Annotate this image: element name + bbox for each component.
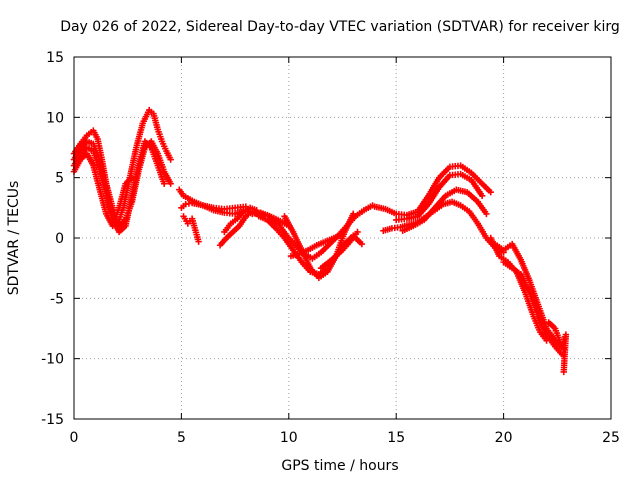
axis-ticks <box>73 56 612 420</box>
y-tick-label: 5 <box>55 171 64 187</box>
x-tick-label: 15 <box>387 430 405 446</box>
data-point <box>167 156 174 163</box>
series-track-r <box>380 198 507 256</box>
series-track-i <box>221 204 260 236</box>
data-point <box>195 238 202 245</box>
x-tick-label: 20 <box>495 430 513 446</box>
data-point <box>161 180 168 187</box>
data-point <box>354 228 361 236</box>
series-track-v <box>545 319 570 376</box>
data-point <box>128 174 136 181</box>
data-point <box>483 210 490 218</box>
x-tick-label: 25 <box>602 430 620 446</box>
chart-title: Day 026 of 2022, Sidereal Day-to-day VTE… <box>60 19 620 35</box>
data-point <box>560 368 567 376</box>
x-tick-label: 0 <box>70 430 79 446</box>
series-track-n <box>317 228 361 272</box>
y-tick-label: -5 <box>50 291 64 307</box>
data-point <box>167 180 174 187</box>
series-track-d <box>70 150 136 230</box>
x-tick-labels: 0 5 10 15 20 25 <box>70 430 620 446</box>
y-tick-label: -10 <box>41 352 64 368</box>
data-point <box>339 231 346 238</box>
data-points <box>70 106 570 376</box>
y-tick-label: 15 <box>46 50 64 66</box>
series-track-g <box>180 213 202 245</box>
series-track-m <box>287 231 346 260</box>
data-point <box>358 240 366 248</box>
data-point <box>478 192 486 199</box>
y-tick-labels: -15 -10 -5 0 5 10 15 <box>41 50 64 428</box>
y-tick-label: 0 <box>55 231 64 247</box>
y-tick-label: -15 <box>41 412 64 428</box>
series-track-k <box>255 210 357 278</box>
y-axis-label: SDTVAR / TECUs <box>6 181 22 296</box>
x-tick-label: 5 <box>177 430 186 446</box>
series-track-c <box>70 138 168 236</box>
series-track-e <box>176 186 250 213</box>
x-tick-label: 10 <box>280 430 298 446</box>
x-axis-label: GPS time / hours <box>281 458 398 474</box>
data-point <box>350 210 357 218</box>
series-track-p <box>393 170 486 224</box>
data-point <box>487 188 494 196</box>
y-tick-label: 10 <box>46 110 64 126</box>
